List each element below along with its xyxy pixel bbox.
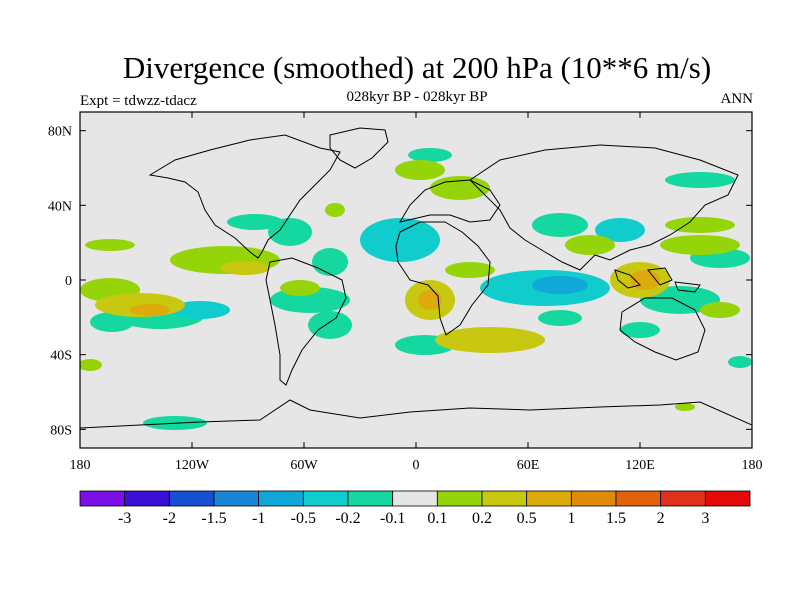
colorbar-label: -0.1 (380, 510, 405, 527)
field-patch (660, 235, 740, 255)
field-patch (280, 280, 320, 296)
colorbar-swatch (124, 490, 170, 507)
lon-tick-label: 180 (70, 458, 91, 473)
divergence-field (80, 148, 752, 430)
field-patch (445, 262, 495, 278)
colorbar-swatch (526, 490, 572, 507)
colorbar-label: 1.5 (606, 510, 626, 527)
colorbar-swatch (704, 490, 751, 507)
colorbar-swatch (615, 490, 662, 507)
lon-tick-label: 120E (625, 458, 655, 473)
field-patch (408, 148, 452, 162)
field-patch (728, 356, 752, 368)
field-patch (595, 218, 645, 242)
coastline-europe (398, 179, 501, 223)
colorbar-swatch (213, 490, 260, 507)
coastline-greenland (329, 127, 389, 169)
lat-tick-label: 0 (65, 274, 72, 289)
colorbar-label: -0.2 (335, 510, 360, 527)
coastline-australia (619, 297, 706, 361)
colorbar-swatch (302, 490, 349, 507)
lat-tick-label: 40N (48, 199, 72, 214)
colorbar-label: 0.2 (472, 510, 492, 527)
colorbar-label: 2 (657, 510, 665, 527)
colorbar-swatch (168, 490, 215, 507)
field-patch (170, 301, 230, 319)
field-patch (700, 302, 740, 318)
colorbar-label: 1 (567, 510, 575, 527)
coastline-asia (469, 144, 739, 271)
lon-tick-label: 180 (742, 458, 763, 473)
season-label: ANN (720, 91, 754, 107)
field-patch (85, 239, 135, 251)
colorbar-label: -2 (163, 510, 176, 527)
field-patch (435, 327, 545, 353)
colorbar-label: -1 (252, 510, 265, 527)
field-patch (665, 172, 735, 188)
colorbar: -3 -2 -1.5 -1 -0.5 -0.2 -0.1 0.1 0.2 0.5 1 1.5 2 3 (79, 490, 751, 527)
field-patch (532, 276, 588, 294)
coastlines (80, 127, 752, 429)
colorbar-swatch (481, 490, 528, 507)
experiment-label: Expt = tdwzz-tdacz (80, 93, 197, 109)
colorbar-swatch (436, 490, 483, 507)
plot-title: Divergence (smoothed) at 200 hPa (10**6 … (122, 50, 712, 85)
field-patch (418, 290, 442, 310)
coastline-north-america (148, 134, 341, 259)
axis-ticks: 180 120W 60W 0 60E 120E 180 80N 40N 0 40S 80S (48, 112, 763, 473)
colorbar-swatch (660, 490, 706, 507)
colorbar-swatch (79, 490, 126, 507)
colorbar-swatch (392, 490, 438, 507)
field-patch (80, 359, 102, 371)
lon-tick-label: 120W (175, 458, 210, 473)
lat-tick-label: 80S (50, 423, 72, 438)
colorbar-label: 0.5 (517, 510, 537, 527)
coastline-islands (614, 267, 701, 293)
field-patch (227, 214, 283, 230)
field-patch (360, 218, 440, 262)
coastline-antarctica (80, 399, 752, 429)
colorbar-label: 3 (701, 510, 709, 527)
field-patch (532, 213, 588, 237)
field-patch (620, 322, 660, 338)
field-patch (325, 203, 345, 217)
colorbar-label: -1.5 (201, 510, 226, 527)
field-patch (675, 403, 695, 411)
lat-tick-label: 80N (48, 125, 72, 140)
lat-tick-label: 40S (50, 349, 72, 364)
colorbar-label: 0.1 (427, 510, 447, 527)
colorbar-swatch (258, 490, 304, 507)
field-patch (220, 261, 270, 275)
field-patch (312, 248, 348, 276)
field-patch (130, 304, 170, 316)
period-label: 028kyr BP - 028kyr BP (346, 89, 488, 105)
colorbar-label: -3 (118, 510, 131, 527)
coastline-south-america (265, 257, 347, 386)
lon-tick-label: 60W (290, 458, 318, 473)
field-patch (538, 310, 582, 326)
field-patch (308, 311, 352, 339)
field-patch (565, 235, 615, 255)
colorbar-label: -0.5 (291, 510, 316, 527)
lon-tick-label: 0 (413, 458, 420, 473)
lon-tick-label: 60E (517, 458, 540, 473)
field-patch (395, 160, 445, 180)
field-patch (430, 176, 490, 200)
field-patch (665, 217, 735, 233)
coastline-africa (395, 221, 491, 336)
colorbar-swatch (347, 490, 394, 507)
colorbar-swatch (570, 490, 617, 507)
